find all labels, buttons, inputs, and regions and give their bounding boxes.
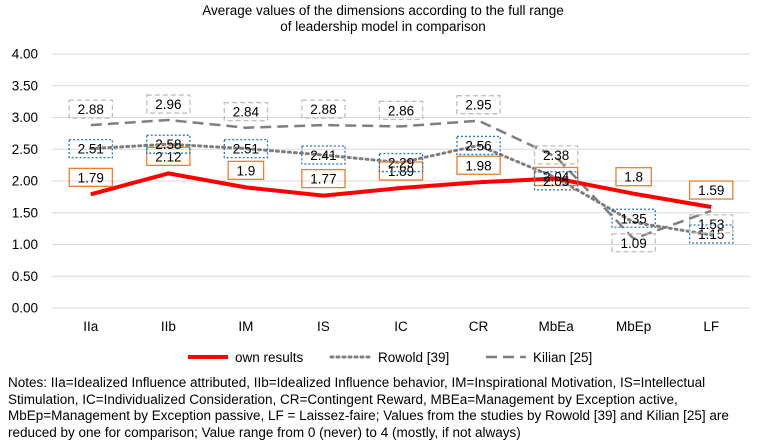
data-label-box: [301, 145, 346, 165]
x-tick-label: CR: [469, 319, 489, 334]
data-label: 1.8: [624, 170, 643, 185]
series-line-0: [90, 171, 712, 209]
x-tick-label: MbEp: [616, 319, 651, 334]
series-line-2: [90, 118, 712, 241]
data-label-box: [688, 180, 734, 200]
data-label-box: [146, 146, 191, 167]
data-label-box: [378, 152, 424, 173]
data-label-box: [688, 214, 734, 234]
data-label: 2.88: [310, 102, 336, 117]
data-label: 2.95: [465, 98, 491, 113]
y-tick-label: 4.00: [12, 47, 38, 62]
data-label-box: [68, 167, 114, 187]
y-tick-label: 3.50: [12, 78, 38, 93]
data-label: 2.86: [388, 103, 414, 118]
data-label: 2.04: [543, 169, 570, 184]
data-label-box: [227, 160, 265, 181]
x-tick-label: IC: [394, 319, 408, 334]
data-label: 1.98: [465, 158, 491, 173]
x-tick-label: IM: [238, 319, 253, 334]
data-label-box: [223, 102, 269, 122]
data-label-box: [533, 171, 579, 191]
y-tick-label: 2.00: [12, 174, 38, 189]
y-axis-ticks: 0.00 0.50 1.00 1.50 2.00 2.50 3.00 3.50 4.00: [12, 47, 38, 316]
data-label: 1.15: [698, 227, 724, 242]
data-label-box: [68, 138, 114, 159]
x-axis-ticks: IIa IIb IM IS IC CR MbEa MbEp LF: [83, 319, 719, 334]
line-chart: 0.00 0.50 1.00 1.50 2.00 2.50 3.00 3.50 4.00 IIa…: [12, 47, 750, 365]
data-label-box: [456, 135, 501, 156]
data-label: 2.84: [233, 105, 260, 120]
data-label-box: [456, 155, 501, 175]
x-tick-label: IIa: [83, 319, 99, 334]
data-label: 2.05: [543, 174, 569, 189]
data-label: 2.41: [310, 148, 336, 163]
data-label-box: [456, 95, 501, 115]
data-label: 2.58: [155, 137, 181, 152]
data-label: 1.79: [78, 170, 104, 185]
data-label: 2.51: [78, 142, 104, 157]
data-label: 2.56: [465, 138, 491, 153]
y-tick-label: 2.50: [12, 142, 38, 157]
data-label: 2.51: [233, 142, 259, 157]
y-tick-label: 3.00: [12, 110, 38, 125]
data-label-box: [378, 100, 424, 121]
notes-text: Notes: IIa=Idealized Influence attribute…: [8, 375, 729, 440]
data-label: 1.9: [236, 163, 255, 178]
data-label: 1.77: [310, 172, 336, 187]
data-label-box: [146, 94, 191, 114]
x-tick-label: MbEa: [538, 319, 574, 334]
data-label: 1.89: [388, 164, 414, 179]
data-label-box: [611, 208, 656, 228]
data-label: 2.96: [155, 97, 181, 112]
data-label-box: [146, 134, 191, 154]
gridlines: [52, 53, 750, 309]
legend: own results Rowold [39] Kilian [25]: [188, 350, 592, 365]
x-tick-label: IS: [317, 319, 330, 334]
x-tick-label: LF: [703, 319, 719, 334]
data-label-box: [68, 99, 114, 119]
legend-label: Kilian [25]: [533, 350, 592, 365]
data-label: 1.53: [698, 217, 724, 232]
y-tick-label: 1.00: [12, 237, 38, 252]
data-label: 1.09: [621, 236, 647, 251]
data-label-box: [688, 224, 734, 244]
chart-title-line-1: Average values of the dimensions accordi…: [202, 3, 564, 18]
data-label-box: [223, 138, 269, 159]
data-label-box: [533, 145, 579, 165]
chart-title-line-2: of leadership model in comparison: [280, 19, 486, 34]
data-labels: 1.792.121.91.771.89 1.982.04 1.81.592.51 2.…: [68, 94, 734, 253]
data-label-box: [301, 168, 346, 189]
y-tick-label: 0.50: [12, 269, 38, 284]
data-label: 1.35: [621, 211, 647, 226]
data-label: 1.59: [698, 183, 724, 198]
data-label: 2.38: [543, 148, 569, 163]
data-label: 2.88: [78, 102, 104, 117]
data-label-box: [301, 99, 346, 119]
data-label-box: [611, 233, 656, 253]
data-label: 2.29: [388, 156, 414, 171]
legend-label: Rowold [39]: [378, 350, 449, 365]
y-tick-label: 1.50: [12, 205, 38, 220]
legend-label: own results: [235, 350, 304, 365]
data-label-box: [615, 167, 653, 187]
y-tick-label: 0.00: [12, 301, 38, 316]
x-tick-label: IIb: [161, 319, 176, 334]
